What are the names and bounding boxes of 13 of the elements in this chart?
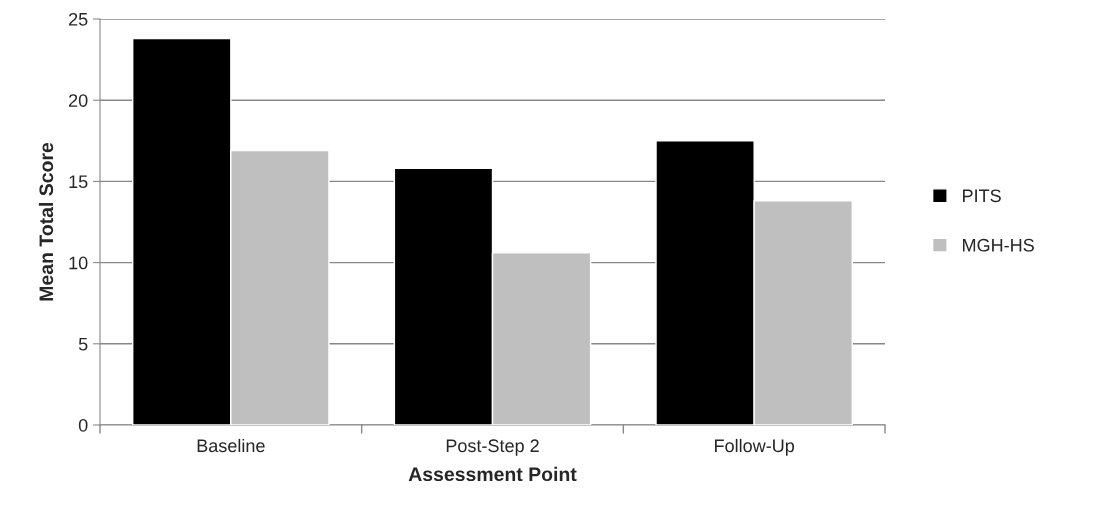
- x-tick-label: Post-Step 2: [446, 439, 539, 456]
- y-tick-label: 15: [69, 175, 88, 189]
- y-tick-label: 10: [69, 256, 88, 270]
- y-tick-label: 0: [78, 418, 88, 432]
- y-tick-label: 20: [69, 94, 88, 107]
- y-tick-label: 25: [69, 12, 88, 26]
- legend-label: PITS: [963, 189, 1001, 203]
- x-tick-label: Follow-Up: [715, 438, 795, 456]
- y-axis-title: Mean Total Score: [38, 142, 54, 301]
- legend-label: MGH-HS: [963, 238, 1034, 252]
- y-tick-label: 5: [78, 337, 88, 351]
- x-tick-label: Baseline: [197, 438, 265, 453]
- x-axis-title: Assessment Point: [408, 466, 577, 482]
